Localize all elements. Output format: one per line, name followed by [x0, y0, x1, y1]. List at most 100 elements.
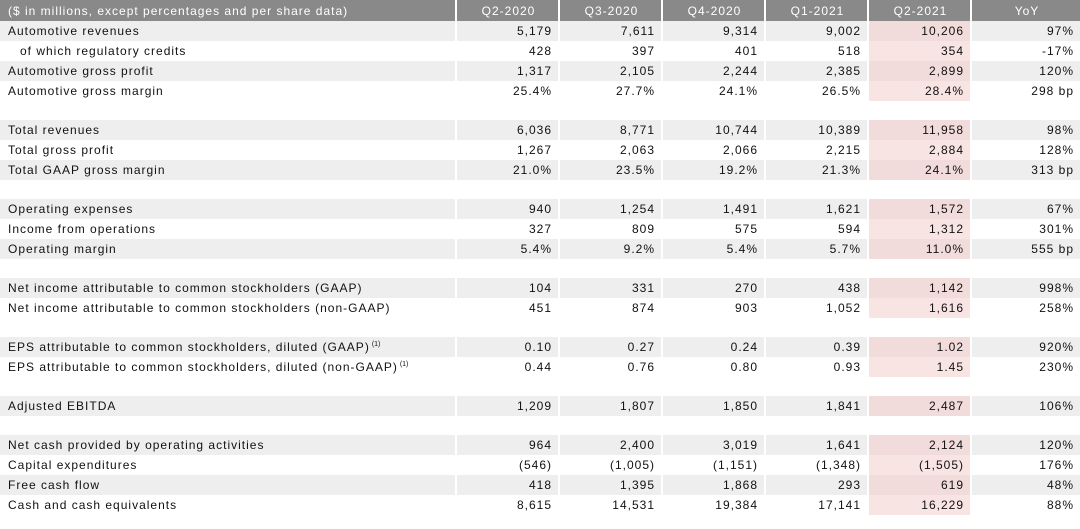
value-cell: 0.44 [455, 357, 558, 377]
value-cell: 9,002 [764, 21, 867, 41]
table-row: Operating expenses 940 1,254 1,491 1,621 1,57… [0, 199, 1080, 219]
row-label: Operating margin [0, 239, 455, 259]
row-label-text: Adjusted EBITDA [8, 399, 117, 413]
section-spacer [0, 416, 1080, 435]
row-label-text: Net cash provided by operating activitie… [8, 438, 265, 452]
section-spacer [0, 377, 1080, 396]
value-cell: 2,884 [867, 140, 970, 160]
value-cell: 11,958 [867, 120, 970, 140]
row-label-text: Capital expenditures [8, 458, 138, 472]
value-cell: 1,142 [867, 278, 970, 298]
yoy-cell: 301% [970, 219, 1080, 239]
value-cell: 1,254 [558, 199, 661, 219]
row-label: Total gross profit [0, 140, 455, 160]
value-cell: 1,807 [558, 396, 661, 416]
value-cell: 1,317 [455, 61, 558, 81]
row-label-text: Total gross profit [8, 143, 115, 157]
column-header-q3-2020: Q3-2020 [558, 0, 661, 21]
value-cell: 1,572 [867, 199, 970, 219]
value-cell: 10,206 [867, 21, 970, 41]
row-label-text: Automotive revenues [8, 24, 140, 38]
row-label-text: Total GAAP gross margin [8, 163, 166, 177]
row-label: Adjusted EBITDA [0, 396, 455, 416]
yoy-cell: -17% [970, 41, 1080, 61]
table-row: Automotive gross profit 1,317 2,105 2,244 2,… [0, 61, 1080, 81]
value-cell: 2,487 [867, 396, 970, 416]
column-header-q4-2020: Q4-2020 [661, 0, 764, 21]
yoy-cell: 313 bp [970, 160, 1080, 180]
row-label: Income from operations [0, 219, 455, 239]
row-label-text: Automotive gross margin [8, 84, 164, 98]
value-cell: 26.5% [764, 81, 867, 101]
value-cell: 575 [661, 219, 764, 239]
value-cell: (1,505) [867, 455, 970, 475]
row-label: Automotive gross margin [0, 81, 455, 101]
value-cell: 903 [661, 298, 764, 318]
table-row: Total revenues 6,036 8,771 10,744 10,389 11,9… [0, 120, 1080, 140]
value-cell: 331 [558, 278, 661, 298]
yoy-cell: 258% [970, 298, 1080, 318]
value-cell: 0.24 [661, 337, 764, 357]
table-row: Net income attributable to common stockh… [0, 278, 1080, 298]
yoy-cell: 48% [970, 475, 1080, 495]
value-cell: 418 [455, 475, 558, 495]
value-cell: (1,348) [764, 455, 867, 475]
value-cell: 1,616 [867, 298, 970, 318]
value-cell: 5.7% [764, 239, 867, 259]
row-label-text: of which regulatory credits [20, 44, 187, 58]
yoy-cell: 97% [970, 21, 1080, 41]
value-cell: 0.93 [764, 357, 867, 377]
value-cell: 1,641 [764, 435, 867, 455]
row-label-text: Operating margin [8, 242, 117, 256]
value-cell: 0.39 [764, 337, 867, 357]
value-cell: 809 [558, 219, 661, 239]
value-cell: 1,491 [661, 199, 764, 219]
value-cell: 428 [455, 41, 558, 61]
row-label-text: Net income attributable to common stockh… [8, 301, 391, 315]
yoy-cell: 120% [970, 435, 1080, 455]
table-row: Adjusted EBITDA 1,209 1,807 1,850 1,841 2,487… [0, 396, 1080, 416]
section-spacer [0, 259, 1080, 278]
value-cell: (546) [455, 455, 558, 475]
table-row: Cash and cash equivalents 8,615 14,531 19,3… [0, 495, 1080, 515]
table-header-row: ($ in millions, except percentages and p… [0, 0, 1080, 21]
section-spacer [0, 180, 1080, 199]
footnote-marker: (1) [371, 341, 381, 348]
value-cell: 0.76 [558, 357, 661, 377]
row-label: Free cash flow [0, 475, 455, 495]
table-body: Automotive revenues 5,179 7,611 9,314 9,002 1… [0, 21, 1080, 515]
table-row: Automotive gross margin 25.4% 27.7% 24.1% 26… [0, 81, 1080, 101]
row-label-text: EPS attributable to common stockholders,… [8, 340, 370, 354]
row-label: Net cash provided by operating activitie… [0, 435, 455, 455]
section-spacer [0, 101, 1080, 120]
value-cell: 5,179 [455, 21, 558, 41]
row-label: Automotive gross profit [0, 61, 455, 81]
row-label-text: Cash and cash equivalents [8, 498, 178, 512]
yoy-cell: 920% [970, 337, 1080, 357]
footnote-marker: (1) [399, 361, 409, 368]
value-cell: 19.2% [661, 160, 764, 180]
value-cell: 1,267 [455, 140, 558, 160]
value-cell: 19,384 [661, 495, 764, 515]
table-row: Automotive revenues 5,179 7,611 9,314 9,002 1… [0, 21, 1080, 41]
yoy-cell: 98% [970, 120, 1080, 140]
row-label: Net income attributable to common stockh… [0, 298, 455, 318]
value-cell: 21.3% [764, 160, 867, 180]
value-cell: 5.4% [455, 239, 558, 259]
value-cell: 21.0% [455, 160, 558, 180]
row-label: Total GAAP gross margin [0, 160, 455, 180]
value-cell: 11.0% [867, 239, 970, 259]
table-row: Free cash flow 418 1,395 1,868 293 619 48% [0, 475, 1080, 495]
table-row: of which regulatory credits 428 397 401 518 3… [0, 41, 1080, 61]
row-label: Capital expenditures [0, 455, 455, 475]
value-cell: 270 [661, 278, 764, 298]
table-row: Net income attributable to common stockh… [0, 298, 1080, 318]
value-cell: 8,771 [558, 120, 661, 140]
value-cell: 964 [455, 435, 558, 455]
row-label: Net income attributable to common stockh… [0, 278, 455, 298]
value-cell: 940 [455, 199, 558, 219]
value-cell: 104 [455, 278, 558, 298]
value-cell: 2,899 [867, 61, 970, 81]
row-label: EPS attributable to common stockholders,… [0, 337, 455, 357]
yoy-cell: 298 bp [970, 81, 1080, 101]
